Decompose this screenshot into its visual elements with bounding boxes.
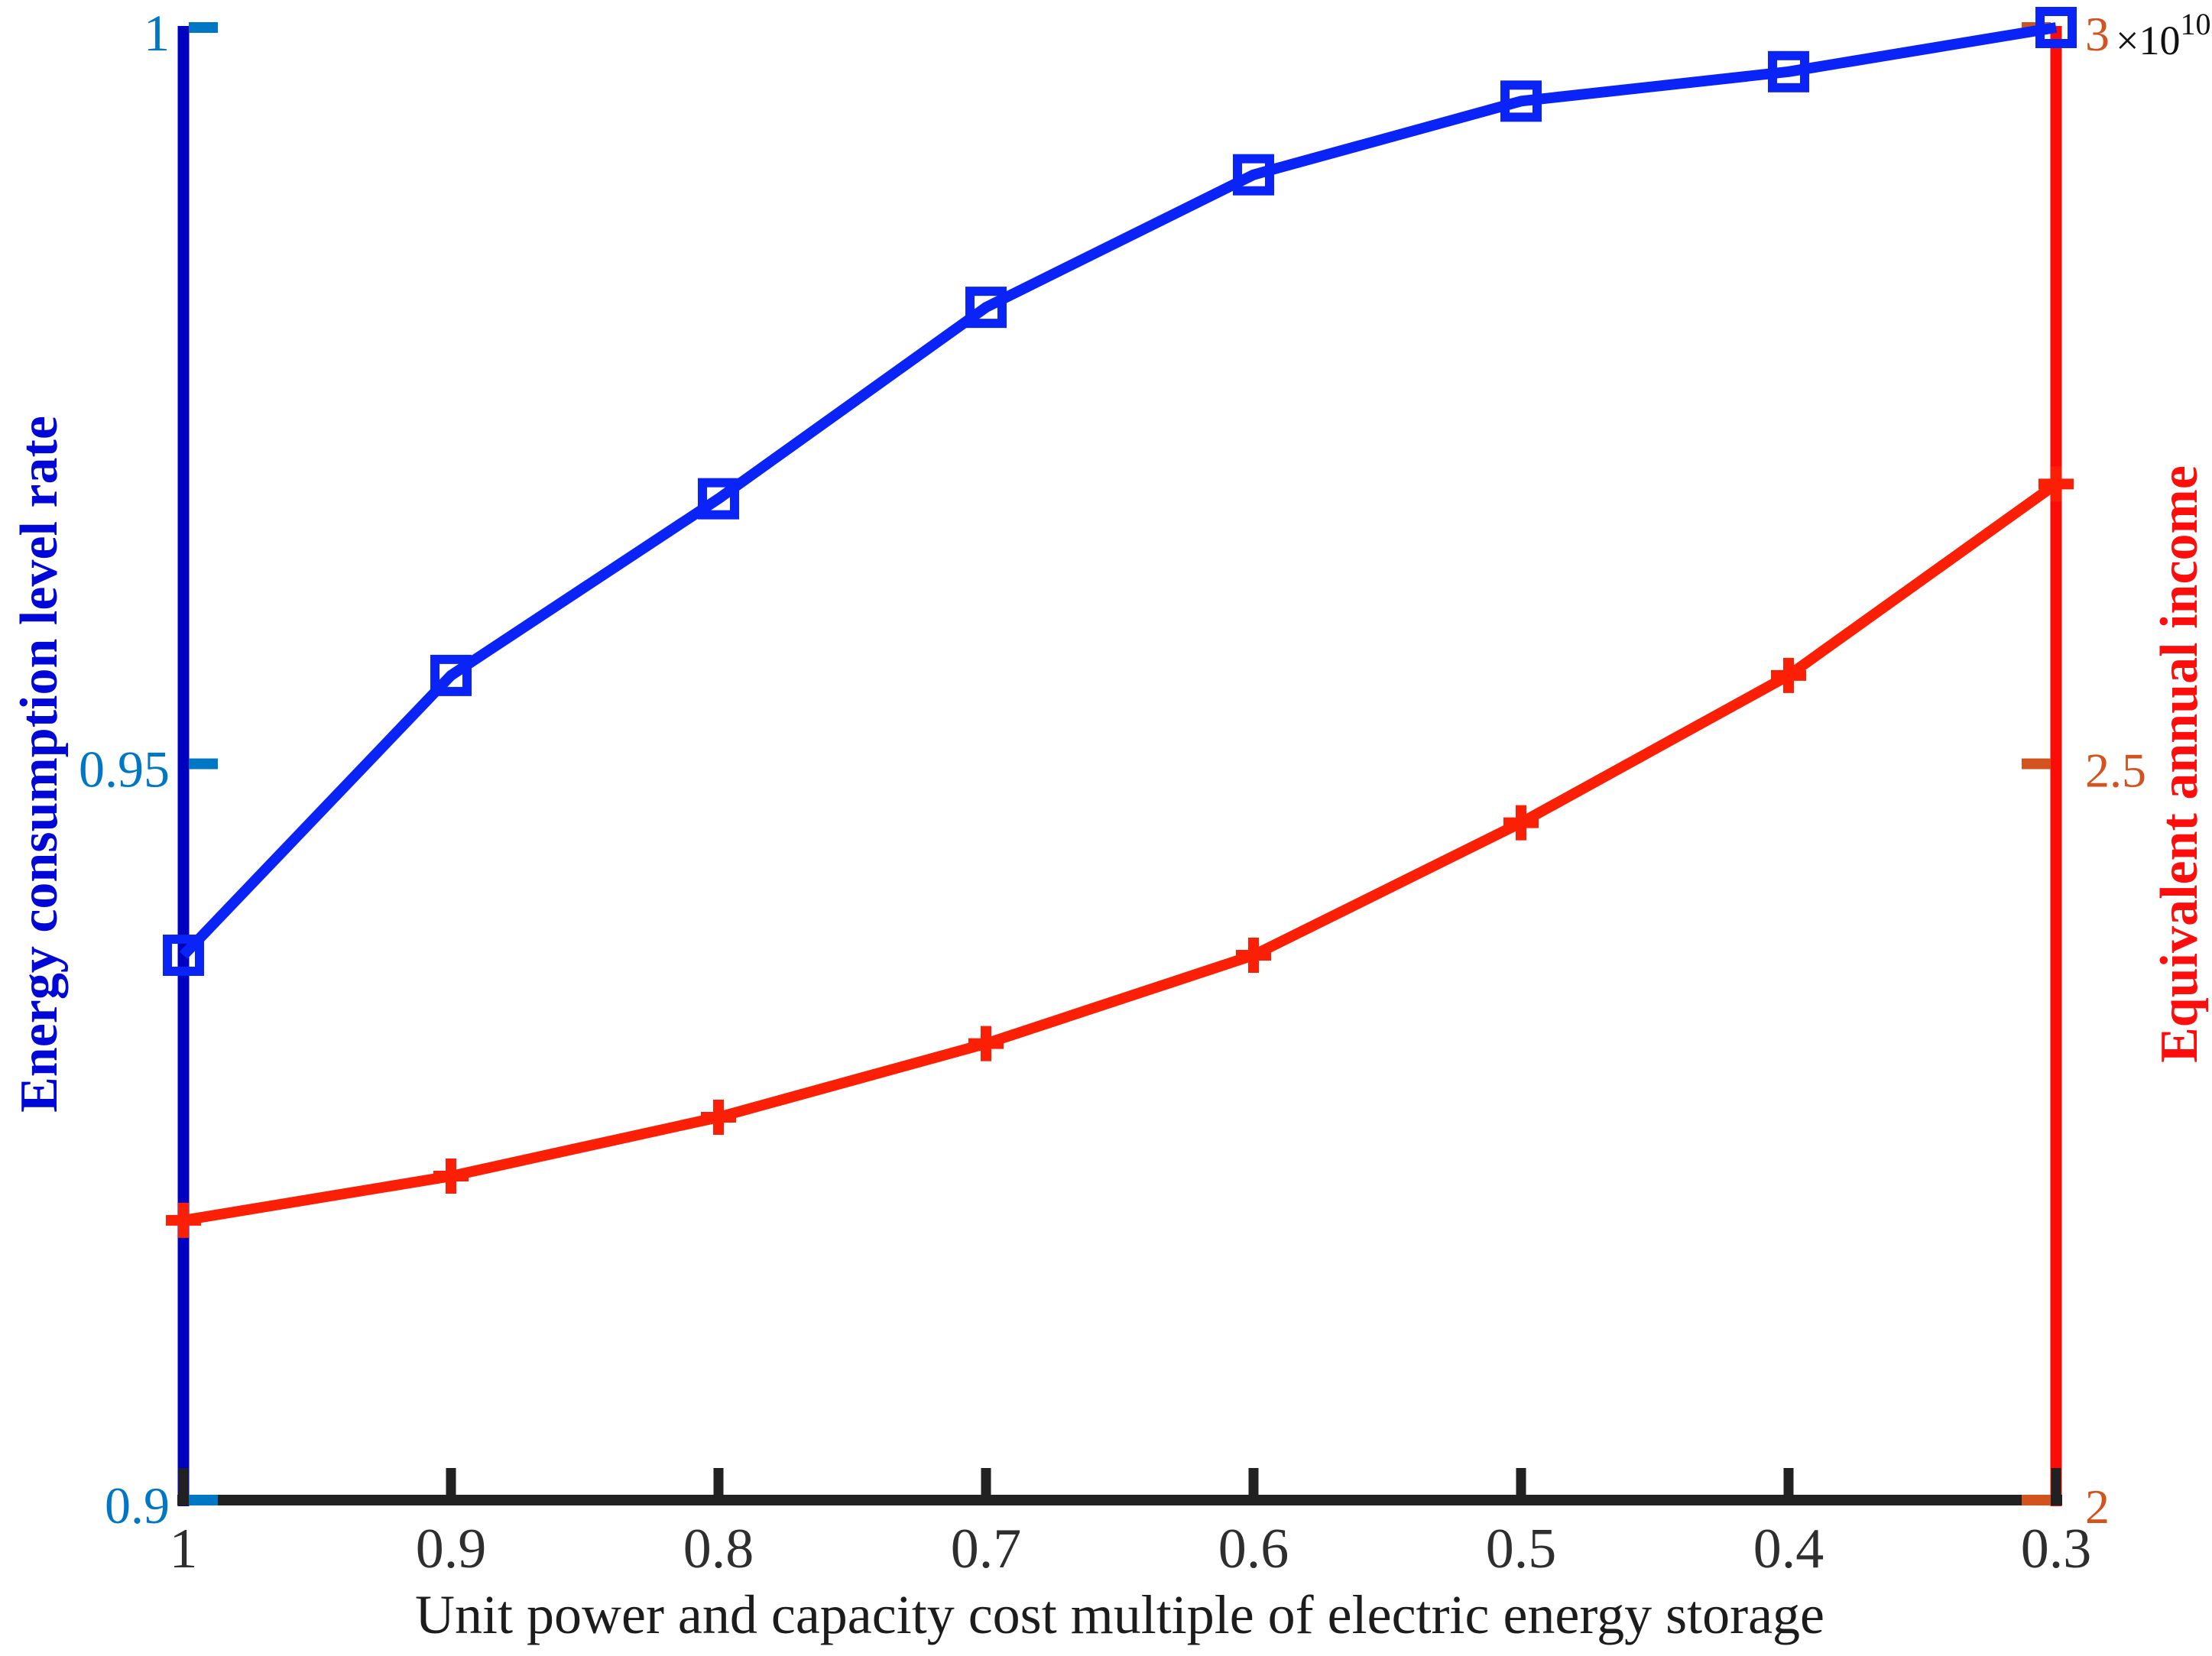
x-axis-title: Unit power and capacity cost multiple of… [415, 1584, 1824, 1645]
left-y-tick-label: 0.9 [105, 1476, 170, 1534]
left-y-tick-label: 1 [144, 4, 170, 62]
energy-square-marker [1500, 80, 1542, 122]
right-y-axis-title: Equivalent annual income [2150, 465, 2209, 1063]
energy-square-marker [163, 935, 204, 977]
right-y-tick-label: 2.5 [2085, 744, 2146, 798]
energy-square-marker [430, 654, 472, 696]
multiplier-exponent: 10 [2180, 7, 2211, 41]
energy-series-line [179, 22, 2058, 959]
x-tick-label: 0.8 [683, 1518, 754, 1580]
x-tick-label: 0.5 [1486, 1518, 1557, 1580]
energy-square-marker [2035, 7, 2077, 48]
right-y-tick-label: 2 [2085, 1479, 2110, 1534]
x-tick-label: 0.6 [1218, 1518, 1289, 1580]
left-y-tick-label: 0.95 [79, 741, 170, 799]
energy-square-marker [1768, 50, 1809, 92]
x-tick-label: 0.7 [951, 1518, 1022, 1580]
x-tick-label: 0.4 [1753, 1518, 1824, 1580]
energy-square-marker [965, 287, 1007, 329]
x-tick-label: 1 [170, 1518, 198, 1580]
energy-square-marker [698, 478, 739, 520]
right-y-tick-label: 3 [2085, 7, 2110, 61]
x-tick-label: 0.9 [416, 1518, 487, 1580]
left-y-axis-title: Energy consumption level rate [10, 416, 69, 1113]
x-tick-label: 0.3 [2021, 1518, 2092, 1580]
income-series-line [182, 479, 2060, 1226]
multiplier-base: ×10 [2116, 18, 2181, 63]
energy-square-marker [1233, 154, 1274, 196]
right-axis-multiplier: ×1010 [2116, 7, 2210, 64]
